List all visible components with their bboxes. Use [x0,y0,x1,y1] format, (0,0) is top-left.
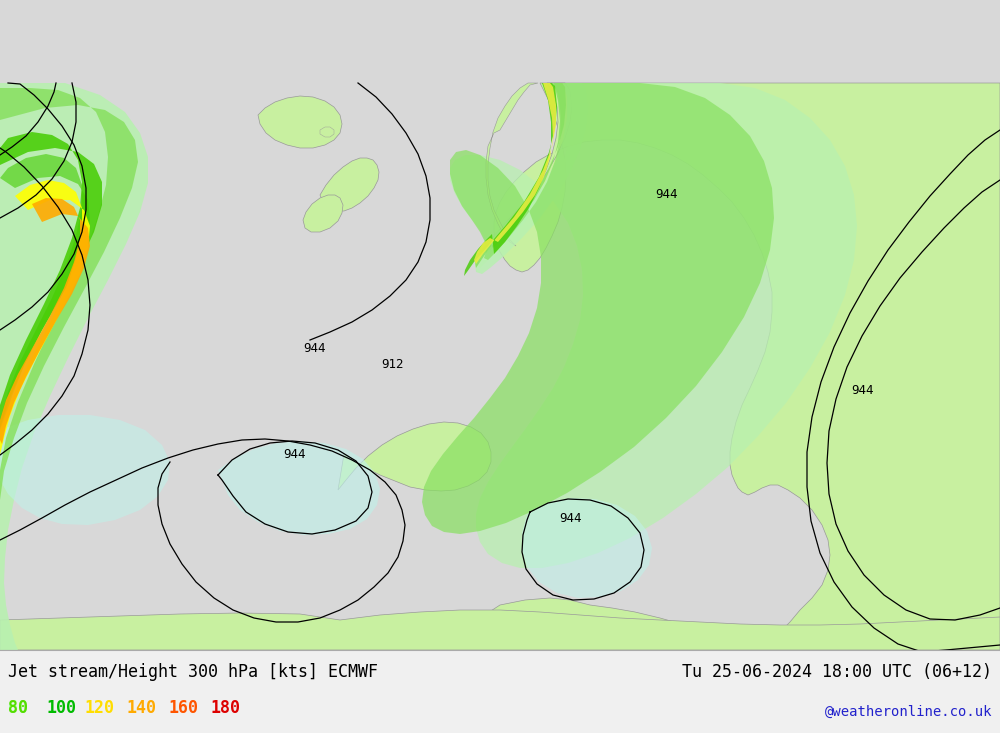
Polygon shape [320,158,379,211]
Polygon shape [0,198,90,444]
Polygon shape [464,83,557,276]
Text: 100: 100 [46,699,76,717]
Polygon shape [0,0,1000,650]
Text: Jet stream/Height 300 hPa [kts] ECMWF: Jet stream/Height 300 hPa [kts] ECMWF [8,663,378,681]
Text: 944: 944 [559,512,581,525]
Polygon shape [0,132,102,428]
Polygon shape [258,96,342,148]
Polygon shape [320,127,334,137]
Polygon shape [482,83,572,250]
Text: 80: 80 [8,699,28,717]
Text: 140: 140 [126,699,156,717]
Text: 912: 912 [381,358,403,372]
Text: 180: 180 [210,699,240,717]
Polygon shape [440,83,1000,650]
Polygon shape [218,441,380,535]
Text: 60: 60 [8,699,28,717]
Polygon shape [0,83,148,650]
Text: 944: 944 [304,342,326,355]
Polygon shape [422,83,774,534]
Polygon shape [0,154,90,445]
Polygon shape [450,83,857,568]
Polygon shape [338,422,491,491]
Polygon shape [0,610,1000,650]
Bar [0,650,1000,733]
Polygon shape [486,83,538,246]
Text: 944: 944 [655,188,677,202]
Polygon shape [475,83,566,268]
Text: Tu 25-06-2024 18:00 UTC (06+12): Tu 25-06-2024 18:00 UTC (06+12) [682,663,992,681]
Polygon shape [0,415,170,525]
Polygon shape [474,83,556,264]
Text: 120: 120 [84,699,114,717]
Polygon shape [0,88,138,500]
Polygon shape [522,498,652,598]
Text: 160: 160 [168,699,198,717]
Polygon shape [475,83,588,274]
Text: @weatheronline.co.uk: @weatheronline.co.uk [824,705,992,719]
Text: 944: 944 [851,383,873,397]
Text: 944: 944 [284,449,306,462]
Polygon shape [0,180,90,455]
Polygon shape [303,195,343,232]
